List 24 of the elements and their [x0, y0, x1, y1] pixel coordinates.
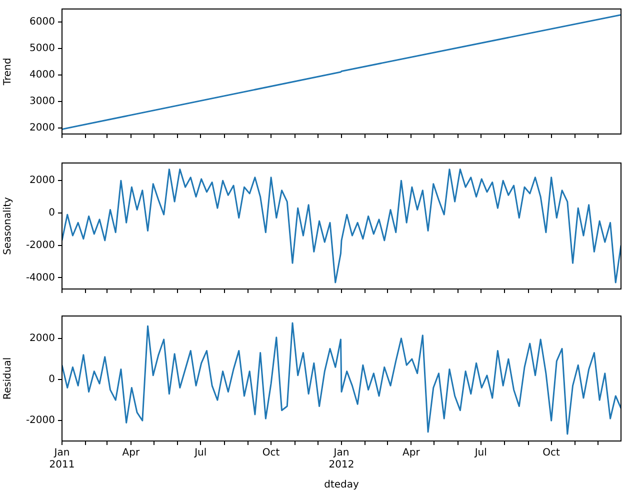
- y-tick-label: 2000: [30, 122, 55, 134]
- y-tick-label: 0: [48, 208, 55, 219]
- y-axis-title: Seasonality: [2, 197, 14, 255]
- y-axis-title: Trend: [2, 58, 14, 86]
- y-tick-label: 2000: [30, 333, 55, 344]
- x-tick-label: Apr: [122, 448, 140, 459]
- x-tick-label: Apr: [402, 448, 421, 459]
- x-tick-label: Jan 2012: [328, 448, 354, 471]
- y-axis-title: Residual: [2, 357, 14, 400]
- y-tick-label: -2000: [26, 240, 55, 251]
- y-tick-label: -4000: [26, 272, 55, 284]
- x-tick-label: Oct: [262, 448, 280, 459]
- y-tick-label: 5000: [30, 42, 55, 54]
- y-tick-label: 0: [48, 374, 55, 386]
- y-tick-label: -2000: [26, 415, 55, 426]
- x-tick-label: Oct: [542, 448, 560, 459]
- y-tick-label: 6000: [30, 16, 55, 28]
- y-tick-label: 2000: [30, 175, 55, 186]
- y-tick-label: 3000: [30, 96, 55, 108]
- x-tick-label: Jan 2011: [49, 448, 75, 471]
- x-axis-title: dteday: [324, 480, 359, 491]
- x-tick-label: Jul: [474, 448, 487, 459]
- x-tick-label: Jul: [194, 448, 207, 459]
- y-tick-label: 4000: [30, 70, 55, 81]
